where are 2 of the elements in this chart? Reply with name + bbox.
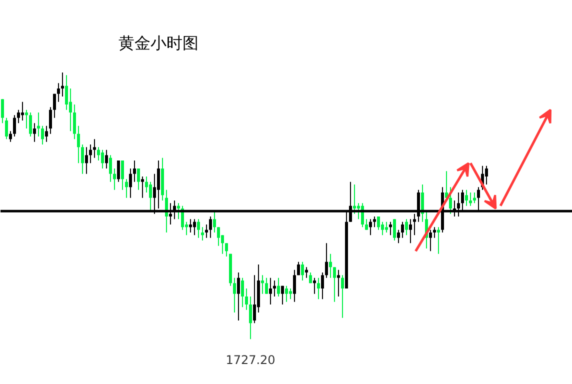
chart-title: 黄金小时图 — [118, 34, 198, 52]
text: 1727.20 — [226, 353, 276, 368]
